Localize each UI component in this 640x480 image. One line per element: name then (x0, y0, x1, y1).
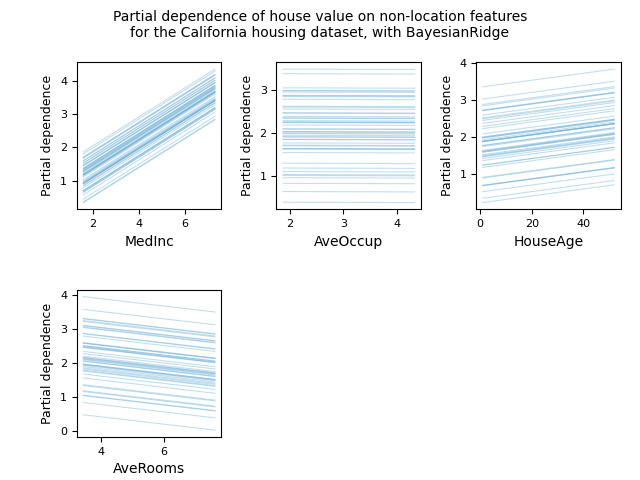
Y-axis label: Partial dependence: Partial dependence (241, 75, 254, 196)
Y-axis label: Partial dependence: Partial dependence (441, 75, 454, 196)
Y-axis label: Partial dependence: Partial dependence (42, 303, 54, 424)
X-axis label: AveRooms: AveRooms (113, 462, 185, 476)
X-axis label: HouseAge: HouseAge (513, 235, 584, 249)
Text: Partial dependence of house value on non-location features
for the California ho: Partial dependence of house value on non… (113, 10, 527, 40)
X-axis label: MedInc: MedInc (124, 235, 174, 249)
Y-axis label: Partial dependence: Partial dependence (42, 75, 54, 196)
X-axis label: AveOccup: AveOccup (314, 235, 383, 249)
